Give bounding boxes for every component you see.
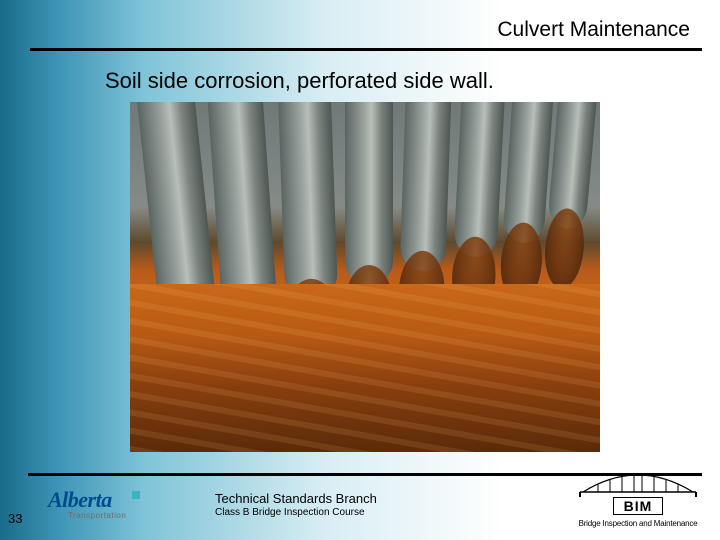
footer-course: Class B Bridge Inspection Course xyxy=(215,507,377,518)
page-title: Culvert Maintenance xyxy=(497,18,690,42)
culvert-photo xyxy=(130,102,600,452)
logo-wordmark: Alberta xyxy=(48,487,126,513)
bim-acronym: BIM xyxy=(613,497,664,515)
footer-branch: Technical Standards Branch xyxy=(215,491,377,506)
bridge-icon xyxy=(578,470,698,498)
slide-subtitle: Soil side corrosion, perforated side wal… xyxy=(105,68,494,94)
logo-accent-square-icon xyxy=(132,491,140,499)
header-divider xyxy=(30,48,702,51)
bim-full-name: Bridge Inspection and Maintenance xyxy=(578,519,698,528)
logo-wordmark-text: Alberta xyxy=(48,487,112,512)
footer-center-block: Technical Standards Branch Class B Bridg… xyxy=(215,491,377,518)
alberta-logo: Alberta Transportation xyxy=(48,487,126,520)
slide-number: 33 xyxy=(8,511,22,526)
bim-logo-block: BIM Bridge Inspection and Maintenance xyxy=(578,470,698,528)
